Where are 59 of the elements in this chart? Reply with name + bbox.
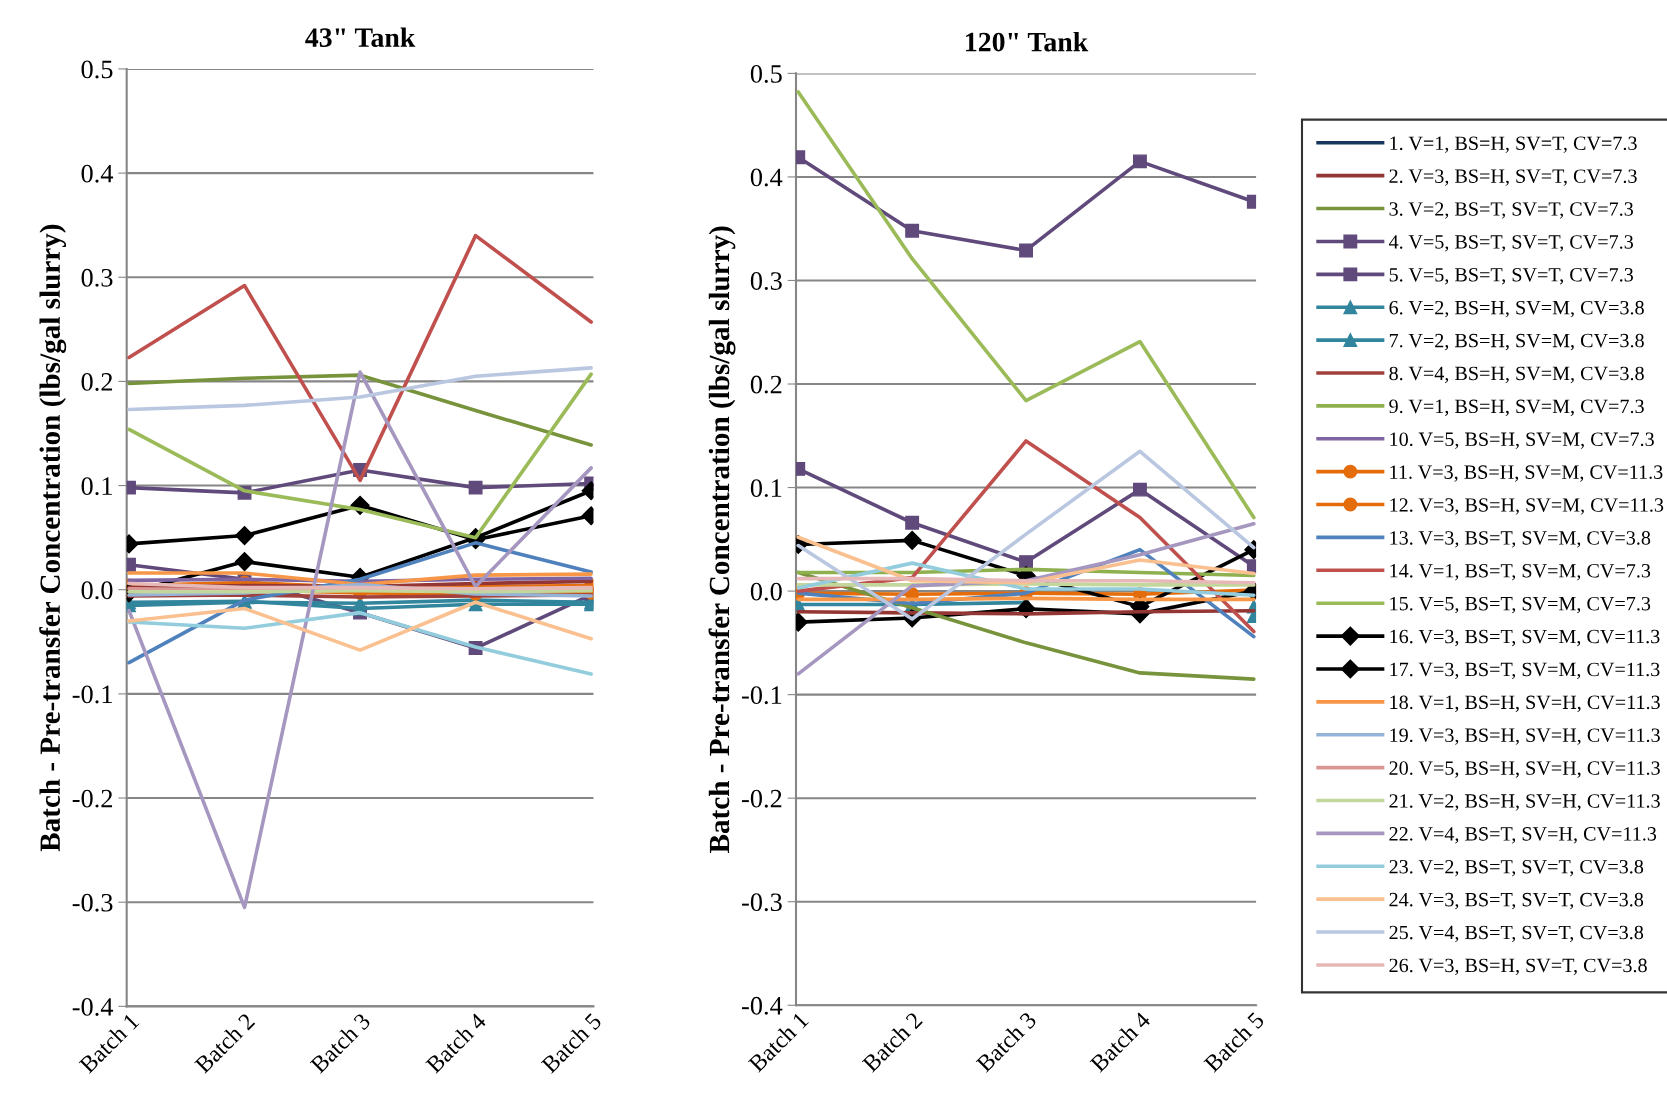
legend-label: 9. V=1, BS=H, SV=M, CV=7.3 xyxy=(1389,399,1644,417)
point xyxy=(905,223,920,238)
y-axis-title: Batch - Pre-transfer Concentration (lbs/gal slurry) xyxy=(39,224,67,852)
y-tick-label: -0.2 xyxy=(72,789,113,808)
y-tick-label: 0.1 xyxy=(81,477,112,496)
y-tick-label: 0.5 xyxy=(81,60,113,79)
legend-label: 23. V=2, BS=T, SV=T, CV=3.8 xyxy=(1389,859,1644,877)
legend-label: 5. V=5, BS=T, SV=T, CV=7.3 xyxy=(1389,268,1633,285)
point xyxy=(905,515,920,530)
point xyxy=(1132,482,1147,497)
legend-label: 2. V=3, BS=H, SV=T, CV=7.3 xyxy=(1389,169,1637,186)
legend-label: 1. V=1, BS=H, SV=T, CV=7.3 xyxy=(1390,136,1637,153)
legend-label: 17. V=3, BS=T, SV=M, CV=11.3 xyxy=(1390,662,1660,680)
legend-label: 13. V=3, BS=T, SV=M, CV=3.8 xyxy=(1390,531,1651,548)
y-tick-label: 0.1 xyxy=(750,479,782,498)
y-tick-label: -0.3 xyxy=(72,893,113,912)
legend-label: 7. V=2, BS=H, SV=M, CV=3.8 xyxy=(1389,333,1644,351)
y-tick-label: 0.3 xyxy=(81,268,113,287)
legend-label: 25. V=4, BS=T, SV=T, CV=3.8 xyxy=(1389,925,1644,943)
y-tick-label: 0.2 xyxy=(81,373,113,391)
y-tick-label: 0.2 xyxy=(750,375,782,394)
legend-label: 20. V=5, BS=H, SV=H, CV=11.3 xyxy=(1389,761,1660,778)
legend-label: 4. V=5, BS=T, SV=T, CV=7.3 xyxy=(1388,235,1633,252)
y-tick-label: -0.3 xyxy=(742,893,782,912)
legend-label: 15. V=5, BS=T, SV=M, CV=7.3 xyxy=(1390,596,1651,614)
y-tick-label: 0.0 xyxy=(750,582,782,601)
legend-label: 24. V=3, BS=T, SV=T, CV=3.8 xyxy=(1389,892,1644,910)
legend-label: 6. V=2, BS=H, SV=M, CV=3.8 xyxy=(1389,300,1644,318)
point xyxy=(235,552,255,572)
legend-label: 19. V=3, BS=H, SV=H, CV=11.3 xyxy=(1390,728,1660,745)
chart-title: 43" Tank xyxy=(305,27,416,47)
y-tick-label: -0.4 xyxy=(72,997,114,1016)
legend-label: 21. V=2, BS=H, SV=H, CV=11.3 xyxy=(1389,794,1660,811)
legend-label: 11. V=3, BS=H, SV=M, CV=11.3 xyxy=(1390,465,1663,482)
point xyxy=(1132,154,1147,169)
y-tick-label: 0.3 xyxy=(750,272,782,290)
legend-label: 3. V=2, BS=T, SV=T, CV=7.3 xyxy=(1389,202,1633,219)
point xyxy=(468,480,483,495)
y-tick-label: -0.4 xyxy=(742,996,783,1015)
legend-label: 26. V=3, BS=H, SV=T, CV=3.8 xyxy=(1389,958,1647,976)
y-tick-label: -0.1 xyxy=(742,686,782,705)
y-axis-title: Batch - Pre-transfer Concentration (lbs/gal slurry) xyxy=(708,226,736,854)
point xyxy=(902,530,922,550)
y-tick-label: -0.1 xyxy=(72,685,112,704)
y-tick-label: 0.5 xyxy=(750,65,782,83)
legend-label: 14. V=1, BS=T, SV=M, CV=7.3 xyxy=(1390,564,1651,581)
chart-title: 120" Tank xyxy=(966,31,1089,52)
y-tick-label: 0.4 xyxy=(750,168,783,187)
legend-label: 16. V=3, BS=T, SV=M, CV=11.3 xyxy=(1390,629,1660,647)
legend-label: 12. V=3, BS=H, SV=M, CV=11.3 xyxy=(1390,498,1664,515)
y-tick-label: 0.0 xyxy=(81,581,113,600)
point xyxy=(1019,555,1033,570)
legend-label: 18. V=1, BS=H, SV=H, CV=11.3 xyxy=(1390,695,1660,712)
point xyxy=(1019,243,1033,258)
legend-label: 10. V=5, BS=H, SV=M, CV=7.3 xyxy=(1390,432,1654,449)
legend-label: 8. V=4, BS=H, SV=M, CV=3.8 xyxy=(1389,366,1644,384)
y-tick-label: 0.4 xyxy=(81,164,114,183)
y-tick-label: -0.2 xyxy=(742,789,782,808)
legend-label: 22. V=4, BS=T, SV=H, CV=11.3 xyxy=(1389,827,1657,844)
